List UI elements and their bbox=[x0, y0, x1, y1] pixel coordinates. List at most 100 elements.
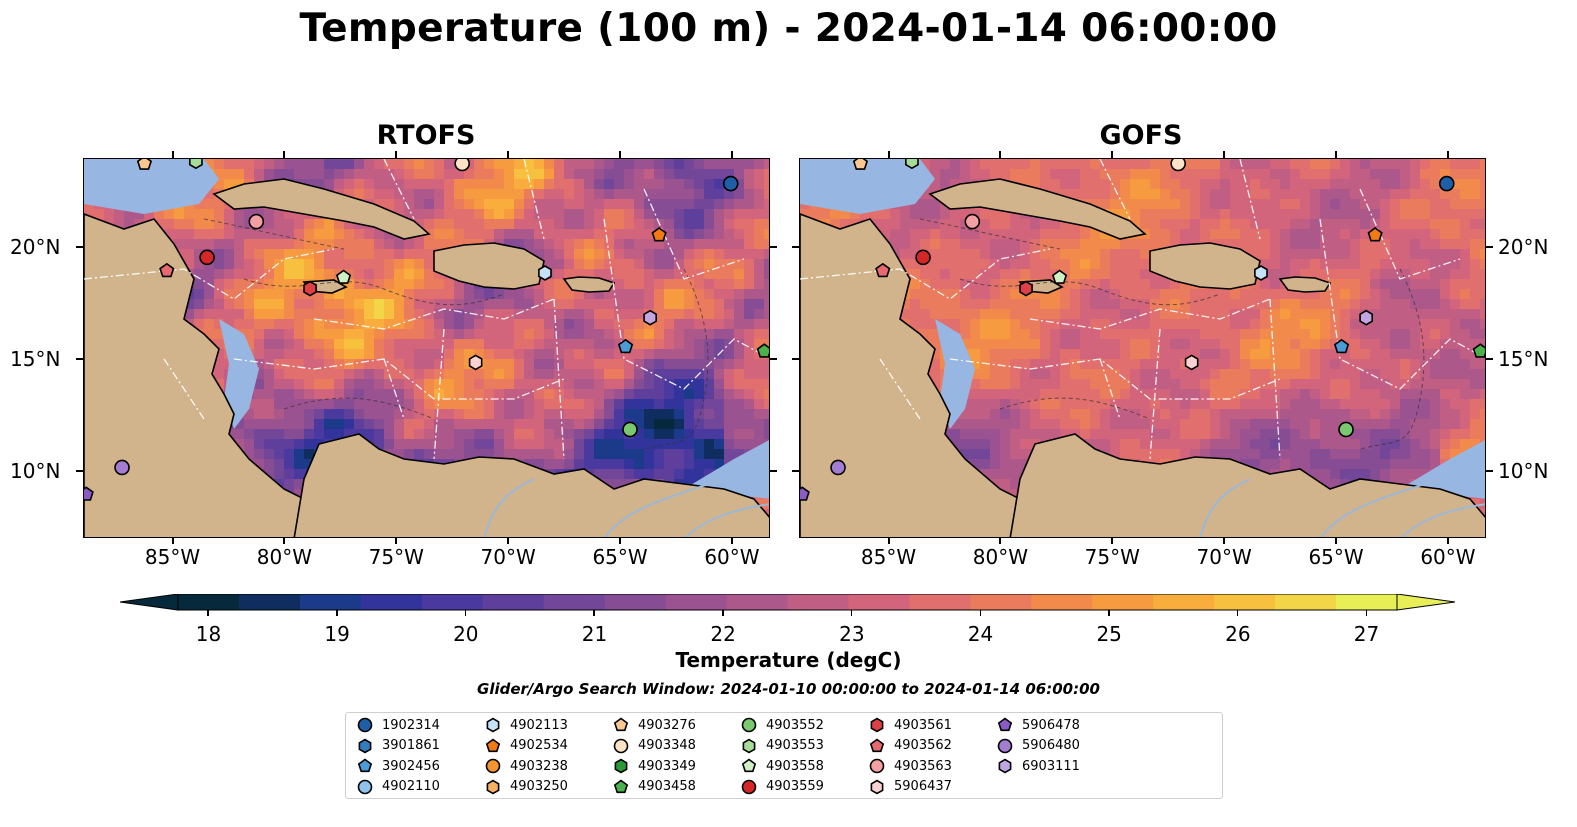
float-marker-5906478 bbox=[800, 486, 810, 501]
hexagon-marker-icon bbox=[358, 738, 372, 753]
legend-label: 4903348 bbox=[638, 738, 696, 753]
float-marker-4902113 bbox=[1254, 265, 1268, 281]
colorbar-segment bbox=[848, 594, 910, 610]
depth-contour bbox=[283, 397, 435, 420]
colorbar-extend-low bbox=[119, 593, 179, 611]
colorbar-tick-label: 26 bbox=[1225, 622, 1251, 646]
tick-mark bbox=[730, 151, 733, 158]
legend-label: 4903238 bbox=[510, 758, 568, 774]
depth-contour bbox=[999, 397, 1151, 420]
circle-marker-icon bbox=[741, 717, 757, 733]
legend-label: 4903563 bbox=[894, 758, 952, 774]
legend-label: 6903111 bbox=[1022, 758, 1080, 774]
float-marker-4903562 bbox=[875, 262, 891, 278]
river bbox=[604, 478, 725, 537]
legend-label: 4903562 bbox=[894, 738, 952, 753]
circle-marker-icon bbox=[485, 758, 501, 774]
float-marker-4903562 bbox=[159, 262, 175, 278]
legend-label: 4903250 bbox=[510, 779, 568, 794]
float-marker-4903552 bbox=[1338, 421, 1354, 438]
lon-tick-label: 75°W bbox=[1084, 545, 1140, 569]
lat-tick-label: 10°N bbox=[10, 458, 61, 483]
eez-boundary bbox=[643, 188, 745, 280]
float-marker-4903276 bbox=[136, 159, 153, 170]
landmass bbox=[928, 178, 1147, 240]
eez-boundary bbox=[1149, 328, 1161, 460]
lat-tick-label: 10°N bbox=[1498, 458, 1549, 483]
tick-mark bbox=[1486, 358, 1493, 361]
tick-mark bbox=[1446, 151, 1449, 158]
float-marker-4902534 bbox=[651, 227, 667, 242]
legend-label: 1902314 bbox=[382, 717, 440, 733]
tick-mark bbox=[1223, 537, 1226, 544]
float-marker-4903563 bbox=[248, 213, 265, 230]
tick-mark bbox=[792, 358, 799, 361]
map-panel-rtofs[interactable] bbox=[83, 158, 770, 538]
colorbar-segment bbox=[1336, 594, 1398, 610]
float-marker-5906437 bbox=[1184, 354, 1199, 371]
eez-boundary bbox=[84, 248, 335, 300]
colorbar-segment bbox=[178, 594, 240, 610]
legend-item: 3901861 bbox=[356, 736, 440, 756]
colorbar-segment bbox=[726, 594, 789, 610]
tick-mark bbox=[730, 537, 733, 544]
tick-mark bbox=[1446, 537, 1449, 544]
colorbar-segment bbox=[421, 594, 484, 610]
colorbar-segment bbox=[543, 594, 606, 610]
float-marker-5906478 bbox=[84, 486, 94, 501]
circle-marker-icon bbox=[869, 758, 885, 774]
pentagon-marker-icon bbox=[741, 758, 757, 773]
tick-mark bbox=[507, 151, 510, 158]
legend-item: 4903559 bbox=[740, 777, 824, 797]
tick-mark bbox=[76, 246, 83, 249]
hexagon-marker-icon bbox=[486, 779, 500, 794]
float-marker-4903458 bbox=[1472, 343, 1485, 358]
pentagon-marker-icon bbox=[357, 758, 373, 773]
float-marker-4903553 bbox=[189, 159, 203, 170]
legend-item: 4902110 bbox=[356, 777, 440, 797]
lon-tick-label: 65°W bbox=[1308, 545, 1364, 569]
float-marker-4903458 bbox=[756, 343, 769, 358]
shallow-water bbox=[1400, 440, 1485, 499]
legend-label: 5906478 bbox=[1022, 717, 1080, 733]
legend-item: 4902534 bbox=[484, 736, 568, 756]
shallow-water bbox=[800, 159, 935, 214]
pentagon-marker-icon bbox=[357, 758, 373, 773]
lon-tick-label: 75°W bbox=[368, 545, 424, 569]
pentagon-marker-icon bbox=[741, 758, 757, 773]
eez-boundary bbox=[433, 328, 445, 460]
colorbar-segment bbox=[909, 594, 971, 610]
float-marker-4903561 bbox=[303, 280, 317, 297]
circle-marker-icon bbox=[357, 779, 373, 794]
eez-boundary bbox=[553, 298, 565, 460]
circle-marker-icon bbox=[357, 717, 373, 733]
map-canvas bbox=[84, 159, 769, 537]
circle-marker-icon bbox=[741, 717, 757, 733]
float-marker-4903276 bbox=[852, 159, 869, 170]
landmass bbox=[212, 178, 431, 240]
float-marker-5906437 bbox=[468, 354, 483, 371]
float-marker-5906480 bbox=[114, 459, 130, 476]
map-panel-gofs[interactable] bbox=[799, 158, 1486, 538]
colorbar-segment bbox=[299, 594, 362, 610]
lat-tick-label: 15°N bbox=[1498, 347, 1549, 372]
tick-mark bbox=[887, 151, 890, 158]
eez-boundary bbox=[1099, 358, 1121, 420]
eez-boundary bbox=[879, 358, 921, 420]
tick-mark bbox=[464, 610, 467, 616]
hexagon-marker-icon bbox=[614, 758, 628, 774]
pentagon-marker-icon bbox=[997, 717, 1013, 732]
legend-label: 5906480 bbox=[1022, 738, 1080, 753]
eez-boundary bbox=[1269, 298, 1281, 460]
legend-label: 4903349 bbox=[638, 758, 696, 774]
shallow-water bbox=[219, 319, 259, 429]
hexagon-marker-icon bbox=[870, 779, 884, 794]
colorbar-tick-label: 22 bbox=[710, 622, 736, 646]
legend-item: 5906437 bbox=[868, 777, 952, 797]
legend-item: 5906480 bbox=[996, 736, 1080, 756]
legend-label: 3901861 bbox=[382, 738, 440, 753]
eez-boundary bbox=[1029, 298, 1271, 330]
float-marker-4903558 bbox=[1051, 269, 1068, 284]
figure-title: Temperature (100 m) - 2024-01-14 06:00:0… bbox=[299, 6, 1278, 51]
tick-mark bbox=[979, 610, 981, 616]
